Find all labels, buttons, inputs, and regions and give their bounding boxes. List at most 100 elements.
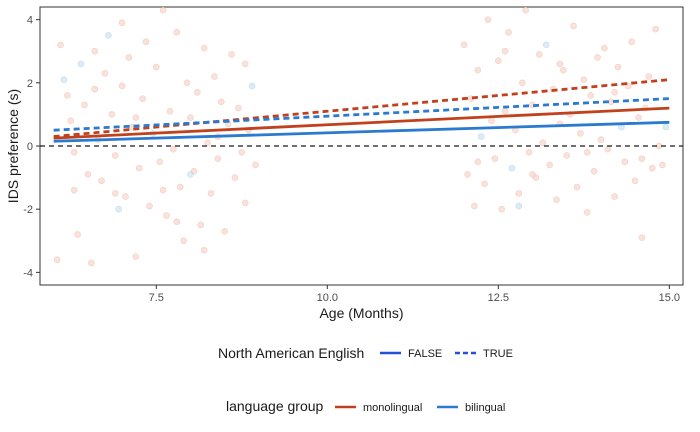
point-monolingual-83 xyxy=(505,28,512,36)
point-monolingual-43 xyxy=(200,44,208,52)
point-monolingual-1 xyxy=(57,41,64,49)
point-monolingual-121 xyxy=(635,114,642,121)
point-monolingual-25 xyxy=(139,95,146,102)
point-monolingual-93 xyxy=(539,139,547,147)
point-monolingual-47 xyxy=(214,155,222,162)
point-monolingual-8 xyxy=(81,101,88,109)
point-monolingual-52 xyxy=(231,174,239,181)
trend-line-monolingual-false xyxy=(53,106,670,140)
trend-lines-layer xyxy=(53,78,670,143)
trend-line-monolingual-true xyxy=(53,78,670,138)
trend-line-bilingual-false xyxy=(53,120,670,143)
point-monolingual-31 xyxy=(159,6,167,14)
point-monolingual-35 xyxy=(173,28,181,36)
point-monolingual-126 xyxy=(652,25,659,33)
point-bilingual-75 xyxy=(477,133,485,140)
point-monolingual-112 xyxy=(604,145,612,153)
y-tick-label: 0 xyxy=(27,141,33,153)
point-monolingual-120 xyxy=(631,177,639,185)
point-bilingual-18 xyxy=(115,205,122,213)
legend-label-bilingual: bilingual xyxy=(465,402,505,414)
point-monolingual-89 xyxy=(525,149,533,156)
point-bilingual-7 xyxy=(77,60,85,68)
point-monolingual-104 xyxy=(577,130,584,137)
point-monolingual-19 xyxy=(118,82,126,90)
point-monolingual-134 xyxy=(583,149,591,156)
point-monolingual-58 xyxy=(252,161,259,169)
point-bilingual-64 xyxy=(187,171,194,178)
y-tick-label: -2 xyxy=(23,204,33,216)
point-bilingual-94 xyxy=(542,41,550,49)
point-monolingual-122 xyxy=(638,234,646,241)
point-monolingual-37 xyxy=(180,237,187,245)
points-layer xyxy=(53,6,670,267)
point-monolingual-69 xyxy=(200,246,208,254)
point-monolingual-39 xyxy=(187,114,194,121)
point-bilingual-57 xyxy=(248,82,256,90)
point-monolingual-136 xyxy=(638,155,646,162)
point-monolingual-48 xyxy=(217,98,225,106)
x-tick-label: 12.5 xyxy=(488,292,509,304)
point-monolingual-109 xyxy=(594,54,601,61)
point-monolingual-21 xyxy=(125,54,133,61)
point-monolingual-45 xyxy=(207,190,215,197)
x-axis: 7.5 10.0 12.5 15.0 xyxy=(149,285,680,304)
point-monolingual-60 xyxy=(91,85,99,93)
point-monolingual-38 xyxy=(183,79,191,87)
point-monolingual-88 xyxy=(522,6,529,14)
point-monolingual-14 xyxy=(101,70,109,77)
point-monolingual-59 xyxy=(70,149,78,156)
point-monolingual-95 xyxy=(546,161,553,169)
point-monolingual-86 xyxy=(515,190,523,197)
point-monolingual-105 xyxy=(580,76,588,83)
point-monolingual-130 xyxy=(474,158,482,166)
legend-label-monolingual: monolingual xyxy=(363,402,422,414)
point-monolingual-82 xyxy=(501,107,509,115)
point-monolingual-51 xyxy=(228,51,235,58)
legend-title: North American English xyxy=(218,345,364,361)
legend-label-true: TRUE xyxy=(483,348,513,360)
point-monolingual-6 xyxy=(74,231,81,238)
plot-panel xyxy=(39,6,684,286)
point-monolingual-111 xyxy=(601,44,608,52)
point-monolingual-77 xyxy=(484,16,492,23)
point-monolingual-49 xyxy=(221,227,228,235)
x-tick-label: 10.0 xyxy=(317,292,338,304)
point-monolingual-135 xyxy=(611,88,618,96)
point-monolingual-132 xyxy=(529,171,536,178)
point-monolingual-30 xyxy=(156,158,164,166)
point-monolingual-97 xyxy=(553,196,560,204)
point-monolingual-81 xyxy=(498,205,506,213)
point-monolingual-73 xyxy=(471,202,478,210)
point-monolingual-13 xyxy=(98,177,105,185)
point-monolingual-41 xyxy=(194,88,201,96)
point-monolingual-133 xyxy=(556,60,564,68)
point-monolingual-33 xyxy=(166,107,174,115)
point-monolingual-0 xyxy=(53,256,61,264)
point-monolingual-32 xyxy=(163,212,170,219)
y-tick-label: 4 xyxy=(27,15,33,27)
point-bilingual-15 xyxy=(105,32,112,39)
point-monolingual-62 xyxy=(132,114,140,121)
point-monolingual-11 xyxy=(91,47,99,55)
point-monolingual-110 xyxy=(597,136,605,143)
point-monolingual-10 xyxy=(88,259,95,267)
point-monolingual-5 xyxy=(70,186,78,194)
point-monolingual-68 xyxy=(173,218,181,226)
point-monolingual-131 xyxy=(501,47,509,55)
x-tick-label: 15.0 xyxy=(659,292,680,304)
point-monolingual-27 xyxy=(146,202,153,210)
trend-line-bilingual-true xyxy=(53,97,670,132)
point-monolingual-44 xyxy=(204,139,211,147)
point-monolingual-17 xyxy=(111,152,119,159)
y-axis: -4 -2 0 2 4 xyxy=(23,15,40,279)
legend-title: language group xyxy=(226,398,324,414)
point-monolingual-26 xyxy=(142,38,150,46)
point-monolingual-87 xyxy=(518,79,526,87)
point-monolingual-4 xyxy=(67,117,75,125)
point-monolingual-23 xyxy=(132,253,140,260)
point-monolingual-128 xyxy=(659,161,666,169)
y-tick-label: 2 xyxy=(27,78,33,90)
point-monolingual-42 xyxy=(197,221,205,229)
point-monolingual-100 xyxy=(563,152,571,159)
